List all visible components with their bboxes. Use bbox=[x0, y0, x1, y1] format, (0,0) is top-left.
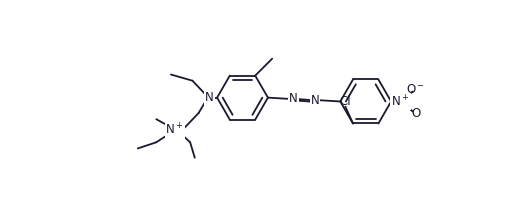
Text: N: N bbox=[310, 94, 319, 107]
Text: O$^-$: O$^-$ bbox=[406, 83, 425, 96]
Text: N: N bbox=[205, 91, 214, 104]
Text: N: N bbox=[289, 92, 298, 105]
Text: O: O bbox=[411, 107, 420, 120]
Text: N$^+$: N$^+$ bbox=[391, 94, 409, 109]
Text: Cl: Cl bbox=[340, 95, 351, 108]
Text: N$^+$: N$^+$ bbox=[166, 122, 184, 138]
